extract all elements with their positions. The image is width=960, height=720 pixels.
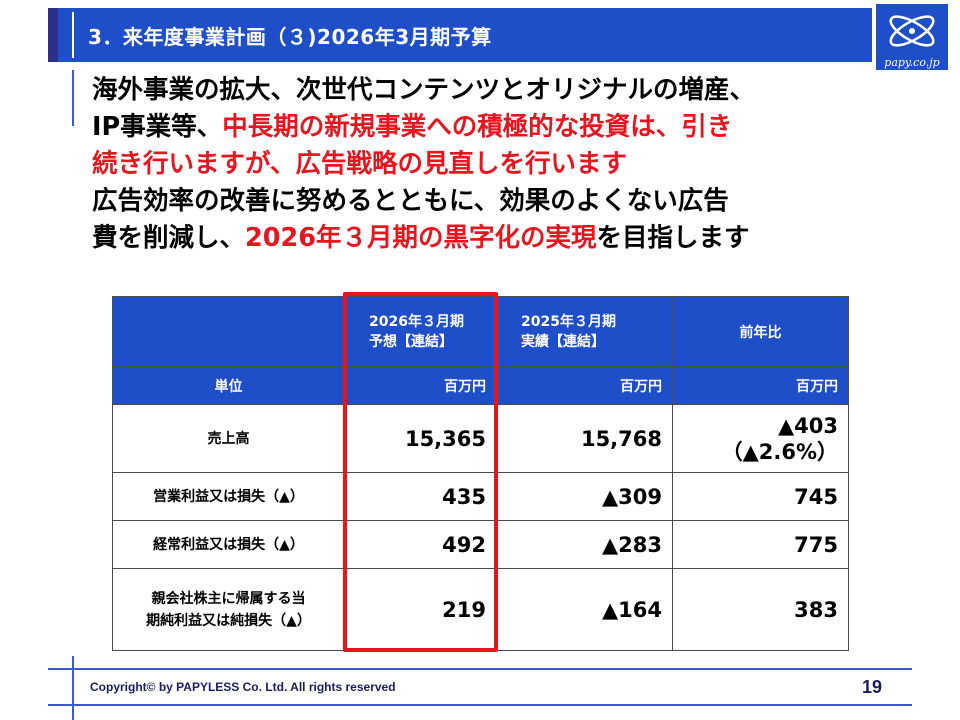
- col-header-yoy: 前年比: [672, 296, 849, 367]
- header-bar: 3．来年度事業計画（３)2026年3月期予算: [48, 8, 872, 62]
- logo-text: papy.co.jp: [884, 56, 940, 69]
- value-2026: 219: [344, 568, 497, 651]
- row-label: 営業利益又は損失（▲）: [112, 472, 345, 521]
- value-yoy: 745: [672, 472, 849, 521]
- summary-text: 海外事業の拡大、次世代コンテンツとオリジナルの増産、 IP事業等、中長期の新規事…: [92, 72, 922, 257]
- footer-vertical-rule: [72, 656, 74, 720]
- budget-table: 2026年３月期 予想【連結】 2025年３月期 実績【連結】 前年比 単位 百…: [112, 296, 849, 651]
- footer-rule-bottom: [48, 704, 912, 706]
- table-row: 売上高 15,365 15,768 ▲403 （▲2.6%）: [112, 404, 849, 473]
- value-2025: 15,768: [496, 404, 673, 473]
- value-yoy: ▲403 （▲2.6%）: [672, 404, 849, 473]
- table-unit-row: 単位 百万円 百万円 百万円: [112, 366, 849, 405]
- unit-2025: 百万円: [496, 366, 673, 405]
- col-header-2025-actual: 2025年３月期 実績【連結】: [496, 296, 673, 367]
- summary-line-3: 続き行いますが、広告戦略の見直しを行います: [92, 149, 627, 179]
- value-yoy: 383: [672, 568, 849, 651]
- header-blank-cell: [112, 296, 345, 367]
- value-2026: 435: [344, 472, 497, 521]
- logo-orbit-icon: [889, 15, 935, 47]
- company-logo: papy.co.jp: [876, 4, 948, 70]
- table-row: 営業利益又は損失（▲） 435 ▲309 745: [112, 472, 849, 521]
- table-header-row: 2026年３月期 予想【連結】 2025年３月期 実績【連結】 前年比: [112, 296, 849, 367]
- row-label: 売上高: [112, 404, 345, 473]
- copyright-notice: Copyright© by PAPYLESS Co. Ltd. All righ…: [90, 680, 396, 694]
- value-2025: ▲283: [496, 520, 673, 569]
- summary-line-5: 費を削減し、2026年３月期の黒字化の実現を目指します: [92, 223, 750, 253]
- page-number: 19: [862, 677, 883, 697]
- value-yoy: 775: [672, 520, 849, 569]
- summary-line-4: 広告効率の改善に努めるとともに、効果のよくない広告: [92, 186, 729, 216]
- unit-label: 単位: [112, 366, 345, 405]
- unit-yoy: 百万円: [672, 366, 849, 405]
- page-title: 3．来年度事業計画（３)2026年3月期予算: [88, 24, 492, 49]
- header-accent: [48, 8, 58, 62]
- table-row: 親会社株主に帰属する当 期純利益又は純損失（▲） 219 ▲164 383: [112, 568, 849, 651]
- forecast-column-highlight: [343, 292, 498, 652]
- left-rule: [72, 70, 74, 126]
- footer-rule-top: [48, 668, 912, 670]
- unit-2026: 百万円: [344, 366, 497, 405]
- row-label: 親会社株主に帰属する当 期純利益又は純損失（▲）: [112, 568, 345, 651]
- header-divider: [72, 12, 74, 58]
- value-2025: ▲164: [496, 568, 673, 651]
- value-2025: ▲309: [496, 472, 673, 521]
- row-label: 経常利益又は損失（▲）: [112, 520, 345, 569]
- summary-line-2: IP事業等、中長期の新規事業への積極的な投資は、引き: [92, 112, 733, 142]
- summary-line-1: 海外事業の拡大、次世代コンテンツとオリジナルの増産、: [92, 75, 756, 105]
